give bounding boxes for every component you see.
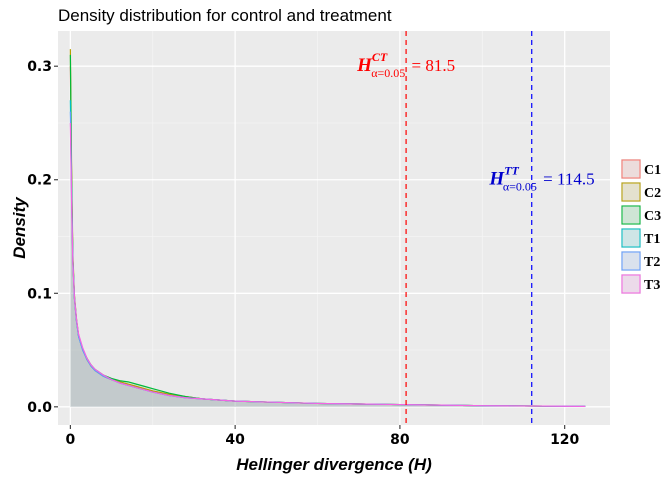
x-axis-title: Hellinger divergence (H) (236, 455, 432, 474)
y-tick-label: 0.2 (27, 173, 52, 189)
legend-label: T2 (644, 255, 660, 270)
legend-key-swatch (621, 274, 641, 294)
x-tick-label: 40 (225, 432, 245, 448)
legend-label: C1 (644, 163, 661, 178)
legend: C1 C2 C3 T1 T2 T3 (621, 159, 661, 294)
plot-panel (58, 31, 610, 425)
legend-key-bg (621, 228, 641, 248)
legend-label: C2 (644, 186, 661, 201)
x-tick-label: 80 (390, 432, 410, 448)
legend-key-bg (621, 182, 641, 202)
legend-key-bg (621, 251, 641, 271)
legend-key-swatch (621, 182, 641, 202)
density-line-t3 (69, 122, 586, 407)
legend-key-swatch (621, 251, 641, 271)
x-tick-label: 120 (550, 432, 579, 448)
y-axis-ticks: 0.0 0.1 0.2 0.3 (27, 59, 58, 416)
grid-major (58, 31, 610, 425)
legend-key-bg (621, 205, 641, 225)
legend-item-t1: T1 (621, 228, 660, 248)
legend-label: T3 (644, 278, 660, 293)
legend-key-bg (621, 159, 641, 179)
threshold-lines (405, 31, 533, 425)
x-tick-label: 0 (65, 432, 75, 448)
legend-item-t3: T3 (621, 274, 660, 294)
legend-item-c1: C1 (621, 159, 661, 179)
y-axis-title: Density (10, 196, 29, 259)
legend-key-swatch (621, 159, 641, 179)
legend-item-c3: C3 (621, 205, 661, 225)
legend-key-swatch (621, 205, 641, 225)
legend-item-c2: C2 (621, 182, 661, 202)
legend-key-swatch (621, 228, 641, 248)
threshold-annotation-1: HCT α=0.05 = 81.5 (356, 50, 455, 80)
chart-title: Density distribution for control and tre… (58, 6, 392, 25)
legend-label: T1 (644, 232, 660, 247)
legend-key-bg (621, 274, 641, 294)
threshold-annotation-2: HTT α=0.05 = 114.5 (488, 164, 594, 194)
y-tick-label: 0.0 (27, 400, 52, 416)
legend-label: C3 (644, 209, 661, 224)
legend-item-t2: T2 (621, 251, 660, 271)
y-tick-label: 0.3 (27, 59, 52, 75)
grid-minor (58, 31, 610, 425)
density-lines (69, 49, 586, 407)
x-axis-ticks: 0 40 80 120 (65, 425, 580, 448)
threshold-annotations: HCT α=0.05 = 81.5 HTT α=0.05 = 114.5 (356, 50, 595, 194)
y-tick-label: 0.1 (27, 286, 52, 302)
